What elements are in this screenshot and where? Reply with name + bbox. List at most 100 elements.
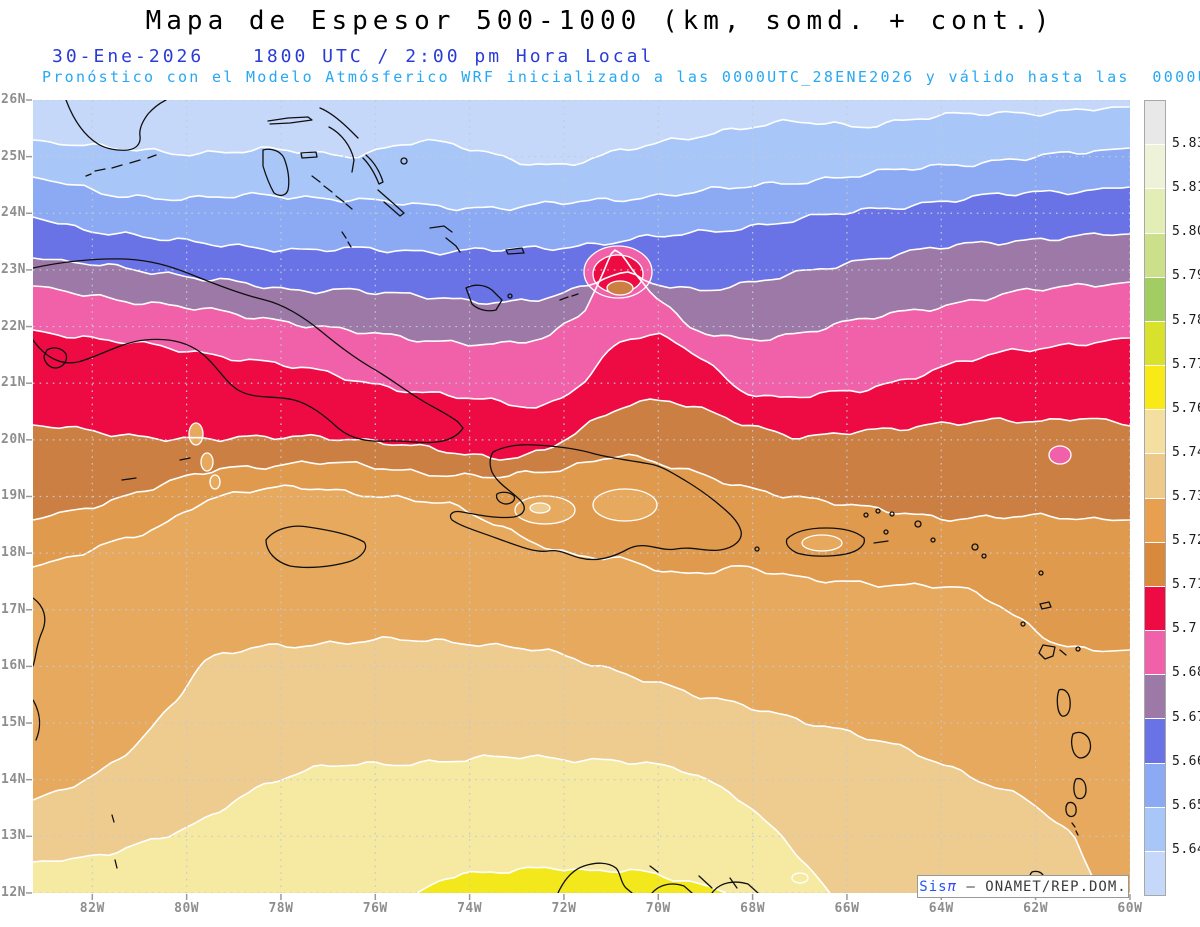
coastline [649, 865, 738, 889]
coastline [1071, 822, 1079, 836]
contour-lines [33, 106, 1130, 893]
lon-label-60W: 60W [1117, 901, 1143, 916]
contour-line [33, 147, 1130, 212]
island-outline [930, 537, 936, 543]
lon-label-66W: 66W [834, 901, 860, 916]
lat-label-21N: 21N [1, 375, 26, 391]
coastline [121, 457, 191, 481]
island-outline [914, 520, 922, 528]
colorbar-label-5.688: 5.688 [1172, 665, 1200, 681]
lon-label-76W: 76W [362, 901, 388, 916]
colorbar-segment [1145, 233, 1165, 278]
coastline [311, 175, 353, 210]
lat-label-18N: 18N [1, 545, 26, 561]
coastline [111, 814, 118, 869]
anomaly-blob [200, 452, 214, 472]
coastline [1073, 777, 1087, 800]
colorbar-segment [1145, 498, 1165, 543]
coastline [33, 258, 464, 444]
lon-label-64W: 64W [928, 901, 954, 916]
coastline [300, 151, 318, 159]
lat-label-25N: 25N [1, 148, 26, 164]
contour-line [33, 106, 1130, 167]
lat-label-22N: 22N [1, 318, 26, 334]
lon-label-68W: 68W [740, 901, 766, 916]
colorbar-segment [1145, 675, 1165, 720]
colorbar-segment [1145, 321, 1165, 367]
contour-line [33, 329, 1130, 409]
pi-icon: π [947, 878, 957, 895]
coastline [465, 284, 503, 312]
anomaly-blob [1048, 445, 1072, 465]
colorbar-segment [1145, 189, 1165, 234]
contour-line [33, 635, 1101, 893]
island-outline [889, 511, 895, 517]
coastline [873, 540, 889, 544]
colorbar-segment [1145, 542, 1165, 587]
colorbar-label-5.64: 5.64 [1172, 841, 1200, 857]
anomaly-blob [188, 422, 204, 446]
date-label: 30-Ene-2026 [52, 46, 205, 67]
colorbar-segment [1145, 145, 1165, 190]
colorbar-label-5.652: 5.652 [1172, 797, 1200, 813]
lat-label-13N: 13N [1, 828, 26, 844]
coastline [341, 231, 352, 248]
coastline [1038, 644, 1067, 660]
anomaly-blob [529, 502, 551, 514]
island-outline [971, 543, 979, 551]
time-label: 1800 UTC / 2:00 pm Hora Local [253, 46, 655, 67]
anomaly-blob [606, 280, 634, 296]
colorbar [1144, 100, 1166, 896]
coastline [1039, 601, 1052, 610]
colorbar-segment [1145, 719, 1165, 764]
colorbar-label-5.736: 5.736 [1172, 489, 1200, 504]
colorbar-segment [1145, 851, 1165, 896]
band-yellow [417, 867, 727, 893]
lat-label-19N: 19N [1, 488, 26, 504]
coastline [65, 100, 167, 151]
island-outline [507, 293, 513, 299]
coastline [1071, 731, 1092, 759]
coastline [377, 189, 405, 217]
contour-line [33, 453, 1130, 523]
island-outline [1020, 621, 1026, 627]
contour-line [33, 232, 1130, 306]
colorbar-label-5.772: 5.772 [1172, 356, 1200, 372]
contour-line [33, 249, 1130, 347]
contour-line [416, 866, 728, 893]
lon-label-78W: 78W [268, 901, 294, 916]
coastline [1056, 688, 1071, 717]
colorbar-label-5.664: 5.664 [1172, 753, 1200, 769]
colorbar-label-5.76: 5.76 [1172, 400, 1200, 416]
forecast-note: Pronóstico con el Modelo Atmósferico WRF… [42, 68, 1200, 86]
coastline [362, 154, 384, 185]
coastline [1065, 801, 1077, 818]
coastline [43, 347, 68, 369]
island-outline [400, 157, 408, 165]
lon-label-72W: 72W [551, 901, 577, 916]
island-outline [1075, 646, 1081, 652]
coastline [495, 491, 516, 505]
coastline [449, 444, 742, 561]
colorbar-label-5.712: 5.712 [1172, 577, 1200, 593]
lon-label-70W: 70W [645, 901, 671, 916]
island-outline [863, 512, 869, 518]
lon-label-80W: 80W [174, 901, 200, 916]
anomaly-blob [209, 474, 221, 490]
lon-label-74W: 74W [457, 901, 483, 916]
band-cream [33, 755, 830, 893]
coastline [785, 527, 866, 557]
coastline [557, 862, 759, 893]
thickness-bands [33, 107, 1130, 893]
coastline [85, 154, 157, 177]
coastline [262, 148, 290, 197]
lon-label-82W: 82W [79, 901, 105, 916]
axis-ticks [26, 99, 1131, 900]
lat-label-20N: 20N [1, 431, 26, 447]
lat-label-12N: 12N [1, 884, 26, 900]
lat-label-26N: 26N [1, 92, 26, 107]
colorbar-label-5.831: 5.831 [1172, 136, 1200, 152]
colorbar-segment [1145, 366, 1165, 411]
